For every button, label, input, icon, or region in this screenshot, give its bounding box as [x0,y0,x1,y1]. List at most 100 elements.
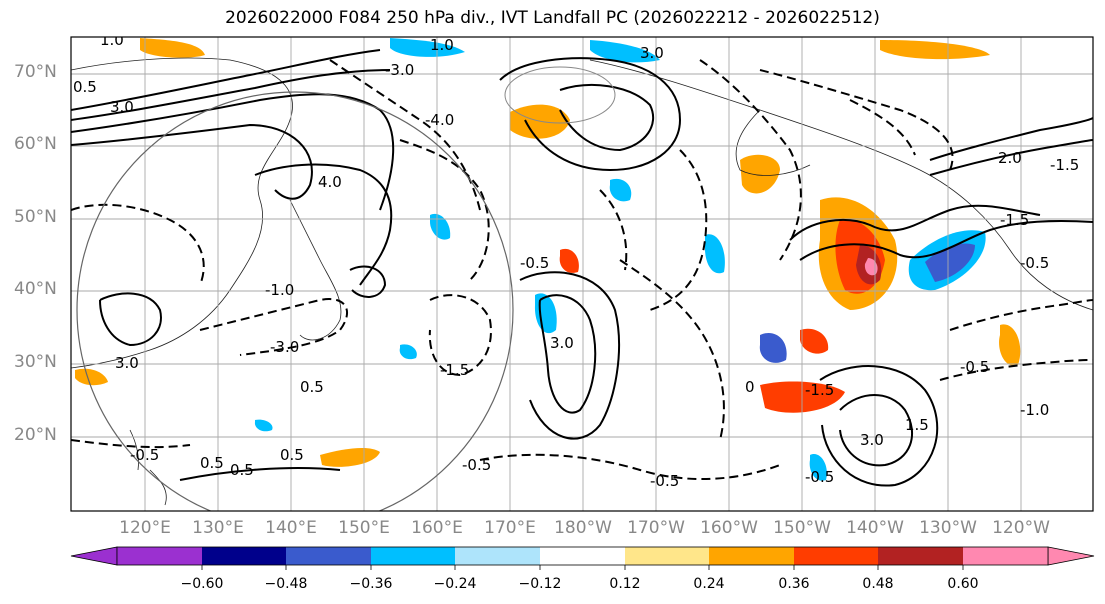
div-fill-negative [590,40,660,63]
colorbar [70,546,1095,570]
map-frame [70,36,1094,512]
contour-label: -1.0 [1020,401,1049,419]
graticule [71,37,1093,511]
colorbar-tick-label: −0.12 [518,576,562,592]
ivt-solid-contours [71,49,1093,487]
div-fill-positive [760,381,845,413]
colorbar-extend-high [1047,546,1095,566]
colorbar-tick-label: −0.48 [264,576,308,592]
div-fill-positive [740,154,780,194]
lon-label: 130°E [192,518,244,538]
contour-label: -0.5 [462,456,491,474]
lon-label: 170°E [484,518,536,538]
contour-label: 1.0 [100,31,124,49]
contour-label: -3.0 [270,338,299,356]
contour-label: -0.5 [520,254,549,272]
div-fill-positive [320,448,380,467]
lat-label-30: 30°N [14,352,57,372]
lon-label: 150°W [773,518,831,538]
contour-label: 2.0 [998,149,1022,167]
landfall-region-circle [76,91,514,511]
div-fill-positive [880,40,990,60]
contour-label: -4.0 [425,111,454,129]
contour-label: 0 [745,378,755,396]
contour-label: -0.5 [960,358,989,376]
div-fill-positive [140,38,205,58]
div-fill-positive [999,324,1021,366]
lon-label: 180°W [554,518,612,538]
div-fill-positive [864,258,878,276]
contour-label: 0.5 [300,378,324,396]
contour-label: 0.5 [230,461,254,479]
contour-label: -1.5 [1000,211,1029,229]
contour-label: -0.5 [1020,254,1049,272]
contour-label: -1.5 [805,381,834,399]
div-fill-positive [800,328,829,354]
div-fill-positive [559,248,579,273]
lon-label: 120°E [119,518,171,538]
contour-label: 3.0 [640,44,664,62]
colorbar-extend-low [70,546,118,566]
div-fill-negative [399,344,417,360]
contour-label: -3.0 [385,61,414,79]
div-fill-negative [759,332,787,363]
colorbar-segment [455,547,540,565]
contour-label: 1.5 [905,416,929,434]
lon-label: 130°W [919,518,977,538]
contour-label: 0.5 [200,454,224,472]
div-fill-negative [609,178,632,202]
lat-label-20: 20°N [14,425,57,445]
lon-label: 140°E [265,518,317,538]
colorbar-segment [286,547,371,565]
colorbar-tick-label: 0.60 [947,576,979,592]
colorbar-segment [878,547,963,565]
chart-title: 2026022000 F084 250 hPa div., IVT Landfa… [225,8,880,28]
colorbar-segment [794,547,878,565]
colorbar-tick-label: 0.48 [862,576,894,592]
div-fill-negative [704,234,725,274]
lat-label-60: 60°N [14,134,57,154]
div-fill-negative [390,38,465,57]
contour-label: 1.0 [430,36,454,54]
contour-label: -0.5 [805,468,834,486]
lon-label: 170°W [627,518,685,538]
colorbar-segment [117,547,202,565]
div-fill-positive [75,368,108,386]
contour-label: 3.0 [550,334,574,352]
contour-label: -1.5 [1050,156,1079,174]
colorbar-segment [202,547,286,565]
lat-label-70: 70°N [14,62,57,82]
colorbar-segment [963,547,1048,565]
div-fill-negative [430,213,451,240]
lon-label: 140°W [846,518,904,538]
lon-label: 120°W [992,518,1050,538]
colorbar-segment [625,547,709,565]
colorbar-segment [709,547,794,565]
colorbar-tick-label: 0.36 [778,576,810,592]
colorbar-segment [371,547,455,565]
contour-label: -0.5 [130,446,159,464]
colorbar-tick-label: −0.24 [433,576,477,592]
contour-label: 3.0 [110,98,134,116]
contour-label: 0.5 [73,78,97,96]
contour-label: 3.0 [860,431,884,449]
lon-label: 160°E [411,518,463,538]
region-outline [504,66,616,124]
colorbar-tick-label: 0.24 [693,576,725,592]
contour-label: 4.0 [318,173,342,191]
colorbar-frame [116,546,1049,566]
contour-label: -0.5 [650,472,679,490]
lon-label: 160°W [700,518,758,538]
contour-label: 3.0 [115,354,139,372]
colorbar-tick-label: −0.36 [349,576,393,592]
colorbar-segment [540,547,625,565]
contour-label: -1.5 [440,361,469,379]
contour-label-group: 3.0 1.0 0.5 -3.0 -4.0 1.0 4.0 3.0 -1.5 -… [73,31,1079,490]
lat-label-40: 40°N [14,279,57,299]
lat-label-50: 50°N [14,207,57,227]
ivt-dashed-contours [71,59,1093,481]
div-fill-negative [809,454,827,481]
div-fill-negative [254,419,273,432]
lon-label: 150°E [338,518,390,538]
